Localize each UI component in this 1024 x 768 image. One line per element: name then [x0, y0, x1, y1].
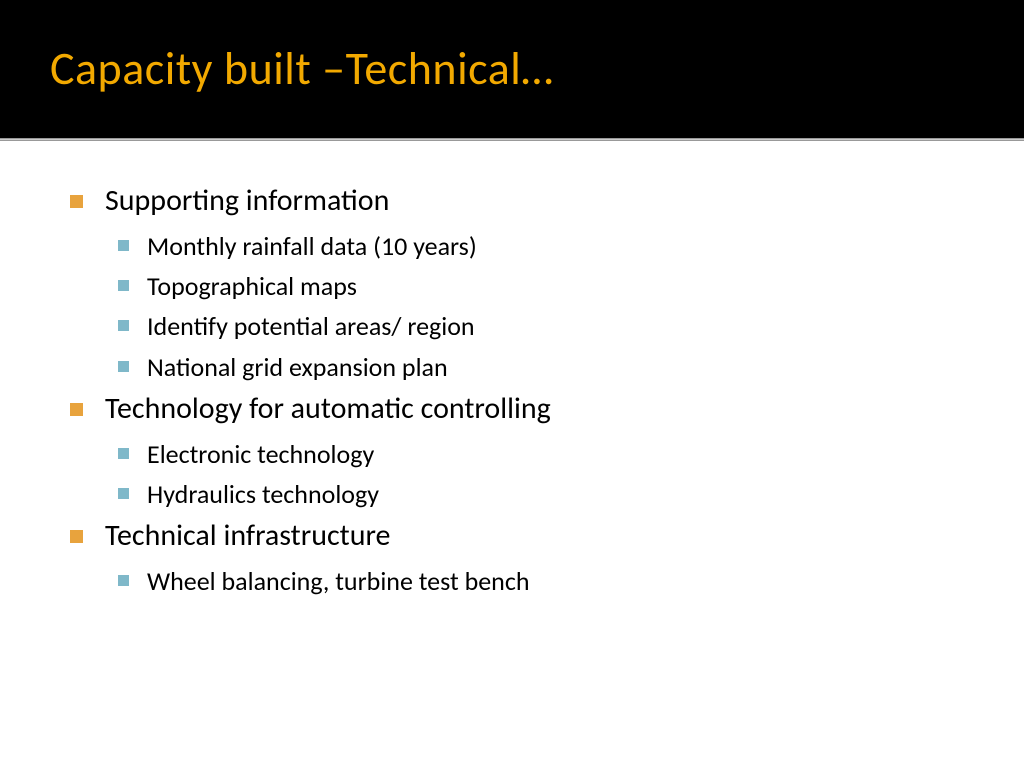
list-subitem: Hydraulics technology — [118, 476, 954, 512]
bullet-l2-icon — [118, 448, 129, 459]
list-subitem: National grid expansion plan — [118, 349, 954, 385]
bullet-l2-icon — [118, 240, 129, 251]
list-item: Technology for automatic controlling — [70, 389, 954, 430]
bullet-l2-icon — [118, 361, 129, 372]
list-subitem-text: Wheel balancing, turbine test bench — [147, 563, 530, 599]
list-subitem-text: Electronic technology — [147, 436, 374, 472]
list-subitem-text: Hydraulics technology — [147, 476, 379, 512]
slide-content: Supporting information Monthly rainfall … — [0, 141, 1024, 599]
list-subitem: Wheel balancing, turbine test bench — [118, 563, 954, 599]
list-subitem-text: Monthly rainfall data (10 years) — [147, 228, 477, 264]
list-subitem-text: Identify potential areas/ region — [147, 308, 475, 344]
list-item-text: Technical infrastructure — [105, 516, 390, 557]
bullet-l1-icon — [70, 530, 83, 543]
bullet-l2-icon — [118, 575, 129, 586]
list-subitem: Identify potential areas/ region — [118, 308, 954, 344]
list-subitem: Electronic technology — [118, 436, 954, 472]
list-subitem: Monthly rainfall data (10 years) — [118, 228, 954, 264]
list-item: Supporting information — [70, 181, 954, 222]
list-item-text: Supporting information — [105, 181, 389, 222]
list-subitem: Topographical maps — [118, 268, 954, 304]
list-subitem-text: Topographical maps — [147, 268, 357, 304]
list-subitem-text: National grid expansion plan — [147, 349, 448, 385]
bullet-l1-icon — [70, 195, 83, 208]
bullet-l2-icon — [118, 488, 129, 499]
list-item-text: Technology for automatic controlling — [105, 389, 551, 430]
bullet-l1-icon — [70, 403, 83, 416]
bullet-l2-icon — [118, 320, 129, 331]
slide-title: Capacity built –Technical… — [50, 41, 554, 97]
title-bar: Capacity built –Technical… — [0, 0, 1024, 138]
list-item: Technical infrastructure — [70, 516, 954, 557]
bullet-l2-icon — [118, 280, 129, 291]
